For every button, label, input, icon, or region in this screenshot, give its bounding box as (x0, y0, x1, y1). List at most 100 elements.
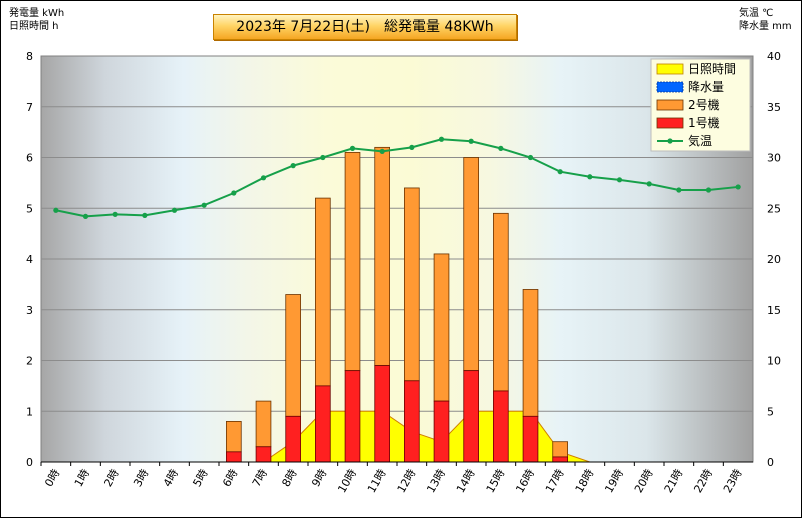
y-left-tick-label: 6 (26, 152, 33, 165)
bar-unit2 (552, 441, 568, 458)
x-tick-label: 13時 (424, 467, 448, 495)
bar-unit1 (463, 370, 479, 463)
bar-unit2 (255, 400, 272, 448)
legend-label: 日照時間 (688, 62, 736, 76)
y-right-tick-label: 15 (767, 304, 781, 317)
bar-unit2 (285, 294, 301, 417)
temperature-point (409, 144, 415, 150)
generation-unit-label: 発電量 kWh (9, 8, 65, 19)
x-tick-label: 9時 (309, 467, 329, 489)
bar-unit2 (344, 152, 361, 372)
bar-unit2 (463, 157, 479, 372)
temperature-point (587, 174, 593, 180)
x-tick-label: 12時 (395, 467, 419, 495)
bar-unit1 (344, 370, 361, 463)
temperature-point (438, 136, 445, 142)
y-right-tick-label: 0 (767, 456, 774, 469)
bar-unit1 (433, 400, 450, 463)
bar-unit2 (404, 187, 420, 382)
left-axis-unit-label: 発電量 kWh 日照時間 h (9, 7, 64, 33)
bar-unit1 (493, 390, 509, 463)
x-tick-label: 11時 (365, 467, 389, 495)
legend-swatch (656, 99, 684, 111)
bar-unit1 (285, 415, 301, 463)
bar-unit1 (522, 415, 539, 463)
temperature-point (201, 202, 207, 208)
x-tick-label: 10時 (335, 467, 359, 495)
y-left-tick-label: 8 (26, 50, 33, 63)
bar-unit2 (433, 253, 450, 402)
temperature-point (616, 177, 623, 183)
temperature-point (231, 190, 237, 196)
x-tick-label: 14時 (454, 467, 478, 495)
x-tick-label: 0時 (42, 467, 62, 489)
gridlines (41, 106, 753, 412)
temperature-point (82, 213, 89, 219)
bar-unit1 (226, 451, 242, 463)
x-tick-label: 16時 (513, 467, 537, 495)
temperature-point (379, 148, 385, 155)
sunshine-unit-label: 日照時間 h (9, 21, 59, 32)
y-left-tick-label: 4 (26, 253, 33, 266)
y-right-tick-label: 30 (767, 152, 781, 165)
x-tick-label: 5時 (191, 467, 211, 489)
x-tick-label: 18時 (573, 467, 597, 495)
y-left-tick-label: 7 (26, 101, 33, 114)
bar-unit1 (552, 456, 568, 463)
x-tick-label: 7時 (250, 467, 270, 489)
x-tick-label: 17時 (543, 467, 567, 495)
bar-unit2 (522, 289, 539, 417)
x-tick-label: 21時 (662, 467, 686, 495)
temperature-point (142, 212, 148, 218)
y-left-tick-label: 2 (26, 355, 33, 368)
y-right-tick-label: 20 (767, 253, 781, 266)
bar-unit1 (315, 385, 331, 463)
x-tick-label: 19時 (602, 467, 626, 495)
legend-swatch (656, 117, 684, 129)
temperature-point (527, 154, 534, 161)
chart-title: 2023年 7月22日(土) 総発電量 48KWh (213, 14, 517, 40)
x-tick-label: 15時 (484, 467, 508, 495)
legend-swatch (656, 63, 684, 75)
temperature-point (53, 207, 59, 213)
temperature-line (53, 136, 741, 219)
temperature-point (349, 145, 356, 151)
y-left-tick-label: 5 (26, 202, 33, 215)
x-tick-label: 20時 (632, 467, 656, 495)
bar-unit2 (374, 146, 390, 366)
x-tick-label: 3時 (131, 467, 151, 489)
y-left-tick-label: 3 (26, 304, 33, 317)
bar-unit2 (493, 212, 509, 392)
x-tick-label: 22時 (691, 467, 715, 495)
y-right-tick-label: 40 (767, 50, 781, 63)
x-tick-label: 8時 (280, 467, 300, 489)
bar-unit2 (315, 197, 331, 387)
y-right-tick-label: 10 (767, 355, 781, 368)
x-tick-label: 23時 (721, 467, 745, 495)
y-left-tick-label: 0 (26, 456, 33, 469)
y-right-tick-label: 35 (767, 101, 781, 114)
temperature-point (260, 175, 267, 181)
temperature-polyline (55, 138, 739, 218)
precipitation-unit-label: 降水量 mm (739, 21, 792, 32)
bar-unit1 (404, 380, 420, 463)
legend-swatch-temperature-marker (667, 138, 673, 144)
bar-unit1 (255, 446, 272, 463)
right-axis-unit-label: 気温 ℃ 降水量 mm (739, 7, 792, 33)
temperature-point (676, 187, 682, 193)
y-left-tick-label: 1 (26, 405, 33, 418)
temperature-point (498, 145, 504, 151)
temperature-point (320, 154, 326, 161)
temperature-point (705, 187, 712, 193)
bar-unit1 (374, 365, 390, 463)
temperature-point (290, 163, 296, 169)
x-tick-label: 6時 (220, 467, 240, 489)
legend-label: 降水量 (688, 80, 724, 94)
temperature-point (468, 138, 474, 144)
temperature-point (171, 207, 178, 213)
temperature-unit-label: 気温 ℃ (739, 8, 774, 19)
x-tick-label: 2時 (102, 467, 122, 489)
